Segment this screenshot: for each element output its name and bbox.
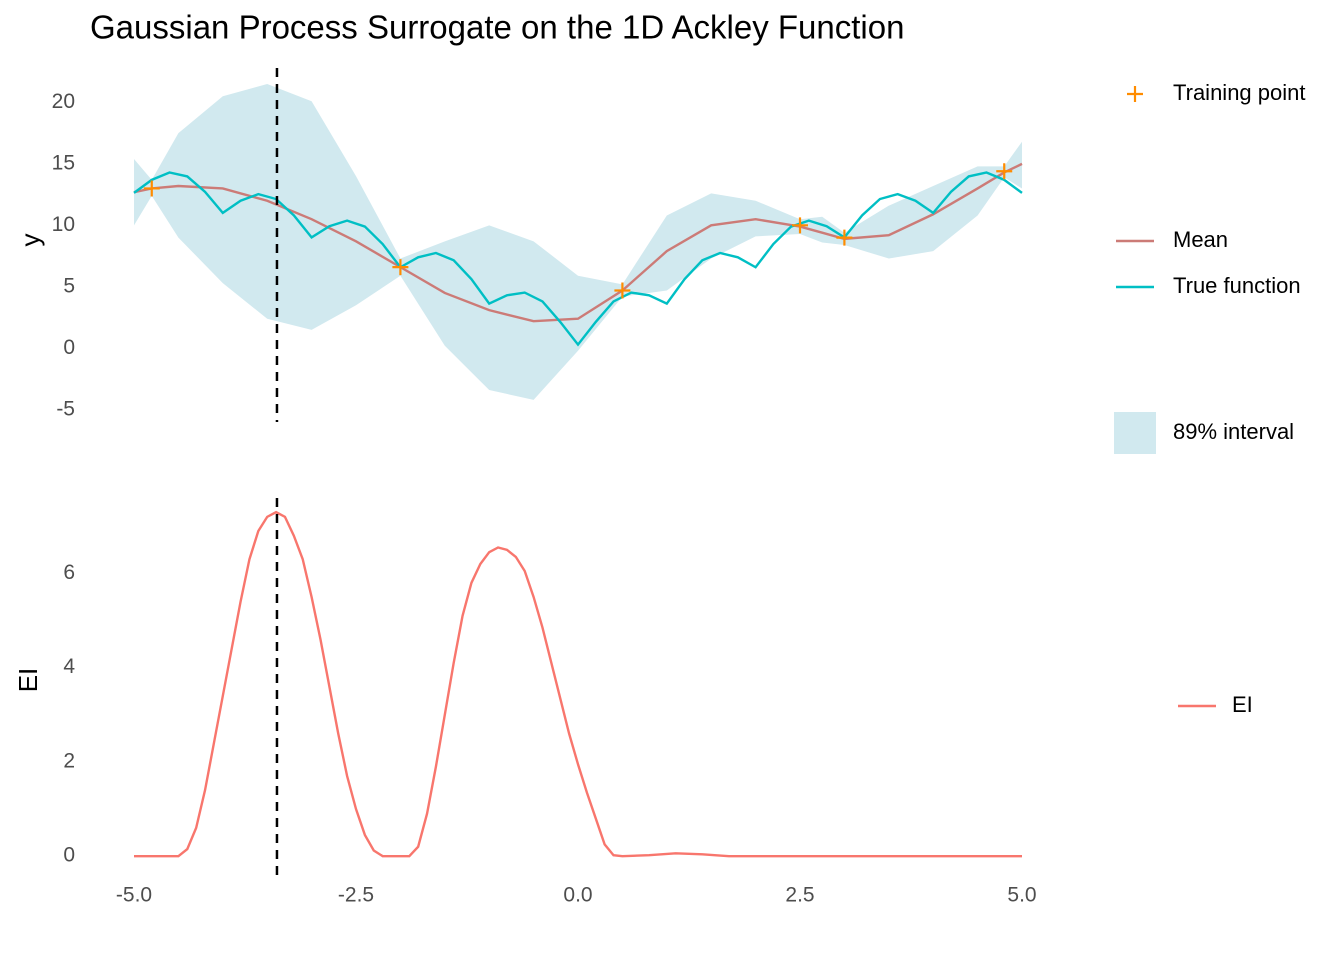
legend-label: True function (1173, 273, 1301, 298)
y-tick-label: 2 (63, 749, 75, 772)
training-point (392, 259, 409, 276)
y-tick-label: -5 (56, 397, 75, 420)
x-tick-label: 5.0 (1007, 884, 1036, 907)
interval-band (134, 83, 1022, 400)
legend-key (1127, 86, 1143, 102)
y-tick-label: 6 (63, 561, 75, 584)
series-line (133, 171, 1023, 347)
training-point (614, 282, 631, 299)
training-point (996, 163, 1013, 180)
training-point (792, 217, 808, 234)
legend-key (1114, 412, 1156, 454)
y-tick-label: 20 (52, 90, 75, 113)
x-tick-label: 0.0 (563, 884, 592, 907)
chart-title: Gaussian Process Surrogate on the 1D Ack… (90, 9, 904, 46)
y-axis-title: y (15, 234, 45, 247)
x-tick-label: 2.5 (785, 884, 814, 907)
y-tick-label: 15 (52, 151, 75, 174)
training-point (143, 180, 160, 197)
legend-label: Mean (1173, 227, 1228, 252)
series-line (133, 162, 1023, 323)
y-tick-label: 5 (63, 274, 75, 297)
y-tick-label: 4 (63, 655, 75, 678)
x-tick-label: -2.5 (338, 884, 374, 907)
series-line (134, 510, 1022, 858)
y-axis-title: EI (13, 668, 43, 693)
x-tick-label: -5.0 (116, 884, 152, 907)
training-point (836, 229, 853, 246)
legend-label: EI (1232, 692, 1253, 717)
y-tick-label: 10 (52, 213, 75, 236)
y-tick-label: 0 (63, 844, 75, 867)
legend-label: Training point (1173, 80, 1305, 105)
y-tick-label: 0 (63, 336, 75, 359)
legend-label: 89% interval (1173, 419, 1294, 444)
